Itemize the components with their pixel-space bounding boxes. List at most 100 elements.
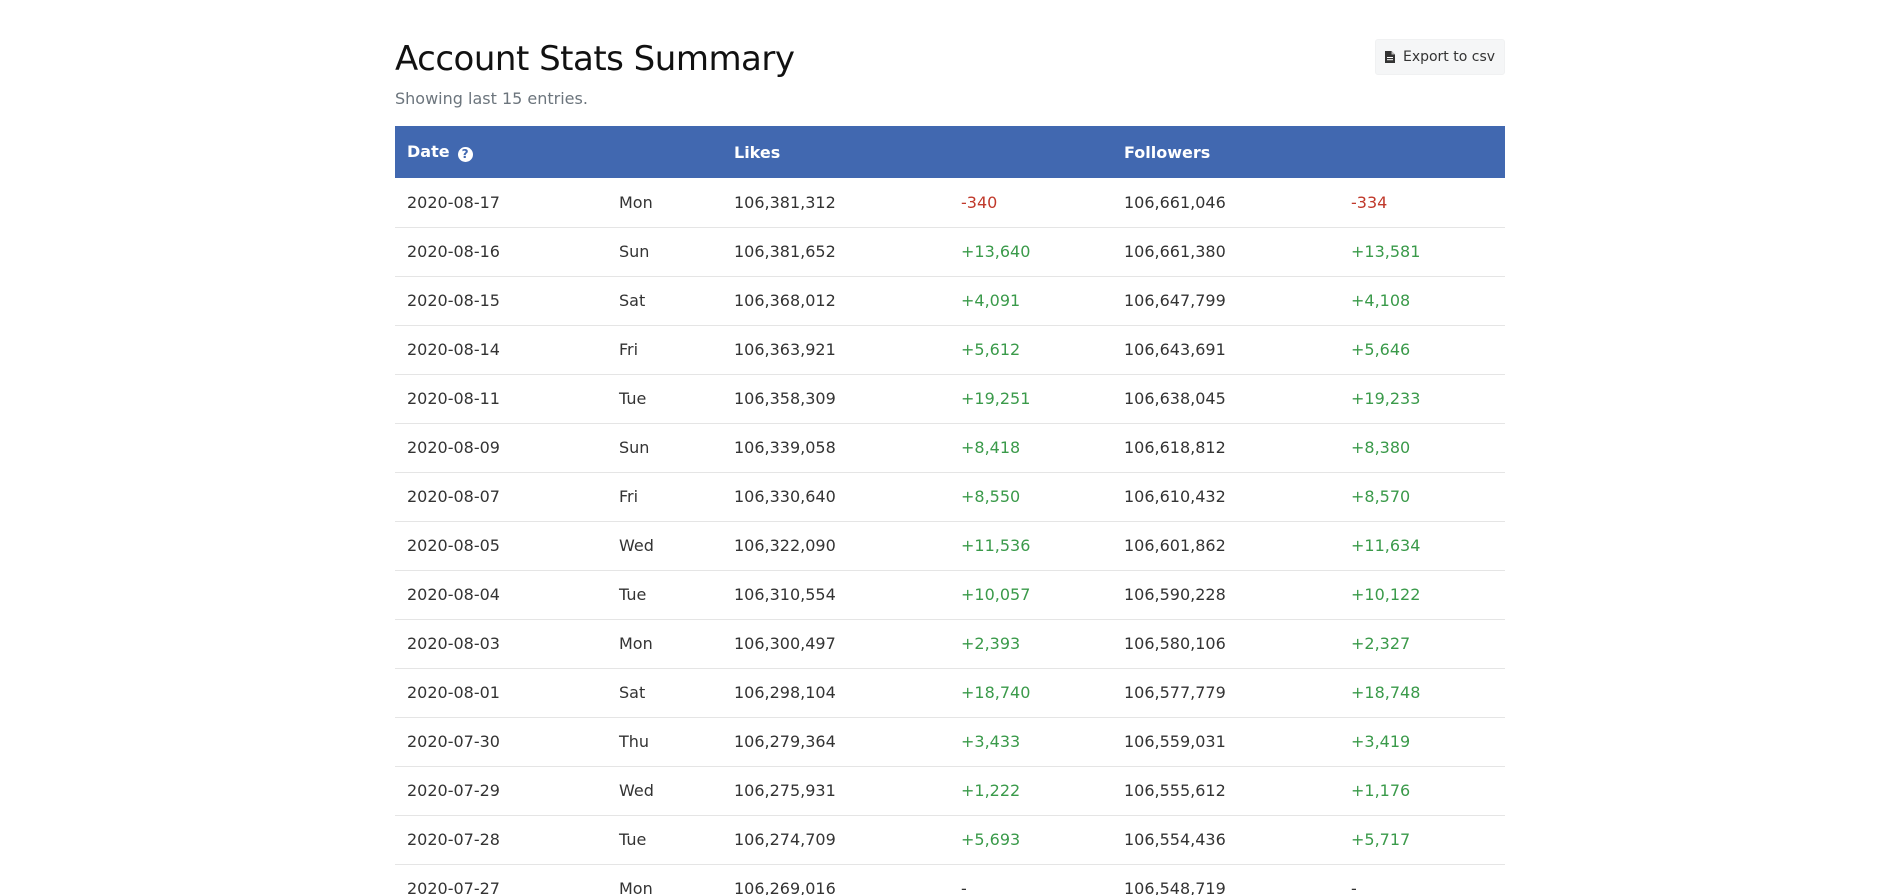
column-header-followers: Followers (1124, 142, 1211, 162)
table-row: 2020-08-05 Wed 106,322,090 +11,536 106,601,8… (395, 521, 1505, 570)
likes-cell: 106,330,640 (734, 487, 836, 506)
table-body: 2020-08-17 Mon 106,381,312 -340 106,661,046 -… (395, 178, 1505, 895)
followers-cell: 106,580,106 (1124, 634, 1226, 653)
table-row: 2020-08-01 Sat 106,298,104 +18,740 106,577,7… (395, 668, 1505, 717)
likes-cell: 106,381,652 (734, 242, 836, 261)
followers-change-cell: +18,748 (1351, 683, 1421, 702)
likes-cell: 106,300,497 (734, 634, 836, 653)
likes-change-cell: +2,393 (961, 634, 1021, 653)
table-row: 2020-08-09 Sun 106,339,058 +8,418 106,618,81… (395, 423, 1505, 472)
column-header-likes: Likes (734, 142, 781, 162)
likes-cell: 106,368,012 (734, 291, 836, 310)
likes-change-cell: +19,251 (961, 389, 1031, 408)
export-csv-button[interactable]: Export to csv (1375, 39, 1505, 75)
likes-cell: 106,298,104 (734, 683, 836, 702)
followers-cell: 106,638,045 (1124, 389, 1226, 408)
column-header-date: Date? (395, 126, 722, 178)
likes-change-cell: - (961, 879, 967, 895)
followers-change-cell: +19,233 (1351, 389, 1421, 408)
followers-change-cell: +8,570 (1351, 487, 1411, 506)
day-cell: Fri (619, 340, 639, 359)
likes-cell: 106,274,709 (734, 830, 836, 849)
followers-change-cell: +4,108 (1351, 291, 1411, 310)
followers-change-cell: +5,717 (1351, 830, 1411, 849)
likes-cell: 106,279,364 (734, 732, 836, 751)
followers-change-cell: +13,581 (1351, 242, 1421, 261)
followers-change-cell: -334 (1351, 192, 1388, 212)
date-cell: 2020-07-29 (407, 781, 500, 800)
day-cell: Sun (619, 242, 650, 261)
likes-change-cell: +3,433 (961, 732, 1021, 751)
followers-change-cell: +1,176 (1351, 781, 1411, 800)
followers-change-cell: - (1351, 879, 1357, 895)
table-row: 2020-08-16 Sun 106,381,652 +13,640 106,661,3… (395, 227, 1505, 276)
followers-cell: 106,554,436 (1124, 830, 1226, 849)
followers-cell: 106,548,719 (1124, 879, 1226, 895)
followers-change-cell: +11,634 (1351, 536, 1421, 555)
stats-table: Date? Likes Followers 2020-08-17 Mon 106,3… (395, 126, 1505, 895)
followers-cell: 106,661,380 (1124, 242, 1226, 261)
day-cell: Thu (619, 732, 650, 751)
day-cell: Sun (619, 438, 650, 457)
table-row: 2020-07-30 Thu 106,279,364 +3,433 106,559,03… (395, 717, 1505, 766)
question-circle-icon[interactable]: ? (457, 147, 473, 162)
page-title: Account Stats Summary (395, 39, 795, 79)
table-row: 2020-08-07 Fri 106,330,640 +8,550 106,610,43… (395, 472, 1505, 521)
likes-change-cell: +5,612 (961, 340, 1021, 359)
page-subtitle: Showing last 15 entries. (395, 89, 588, 108)
likes-change-cell: +5,693 (961, 830, 1021, 849)
table-header-row: Date? Likes Followers (395, 126, 1505, 178)
date-cell: 2020-08-04 (407, 585, 500, 604)
date-cell: 2020-08-09 (407, 438, 500, 457)
table-row: 2020-07-27 Mon 106,269,016 - 106,548,719 - (395, 864, 1505, 895)
likes-change-cell: +18,740 (961, 683, 1031, 702)
day-cell: Mon (619, 634, 653, 653)
column-header-date-label: Date (407, 142, 450, 161)
likes-change-cell: -340 (961, 192, 998, 212)
date-cell: 2020-08-15 (407, 291, 500, 310)
day-cell: Tue (619, 830, 647, 849)
table-row: 2020-08-17 Mon 106,381,312 -340 106,661,046 -… (395, 178, 1505, 227)
followers-cell: 106,618,812 (1124, 438, 1226, 457)
likes-cell: 106,358,309 (734, 389, 836, 408)
likes-change-cell: +8,418 (961, 438, 1021, 457)
date-cell: 2020-08-05 (407, 536, 500, 555)
likes-cell: 106,381,312 (734, 192, 836, 212)
followers-cell: 106,601,862 (1124, 536, 1226, 555)
date-cell: 2020-08-17 (407, 192, 500, 212)
likes-change-cell: +8,550 (961, 487, 1021, 506)
table-row: 2020-08-11 Tue 106,358,309 +19,251 106,638,0… (395, 374, 1505, 423)
table-row: 2020-08-15 Sat 106,368,012 +4,091 106,647,79… (395, 276, 1505, 325)
likes-change-cell: +1,222 (961, 781, 1021, 800)
likes-change-cell: +4,091 (961, 291, 1021, 310)
likes-change-cell: +13,640 (961, 242, 1031, 261)
likes-cell: 106,275,931 (734, 781, 836, 800)
date-cell: 2020-08-11 (407, 389, 500, 408)
followers-cell: 106,661,046 (1124, 192, 1226, 212)
followers-cell: 106,559,031 (1124, 732, 1226, 751)
date-cell: 2020-08-14 (407, 340, 500, 359)
day-cell: Wed (619, 536, 654, 555)
likes-change-cell: +10,057 (961, 585, 1031, 604)
date-cell: 2020-08-16 (407, 242, 500, 261)
date-cell: 2020-07-28 (407, 830, 500, 849)
followers-change-cell: +2,327 (1351, 634, 1411, 653)
followers-cell: 106,610,432 (1124, 487, 1226, 506)
followers-change-cell: +8,380 (1351, 438, 1411, 457)
likes-cell: 106,339,058 (734, 438, 836, 457)
followers-cell: 106,643,691 (1124, 340, 1226, 359)
day-cell: Sat (619, 683, 646, 702)
followers-cell: 106,555,612 (1124, 781, 1226, 800)
table-row: 2020-08-03 Mon 106,300,497 +2,393 106,580,10… (395, 619, 1505, 668)
likes-cell: 106,363,921 (734, 340, 836, 359)
followers-change-cell: +5,646 (1351, 340, 1411, 359)
date-cell: 2020-08-07 (407, 487, 500, 506)
followers-cell: 106,647,799 (1124, 291, 1226, 310)
date-cell: 2020-08-03 (407, 634, 500, 653)
followers-cell: 106,577,779 (1124, 683, 1226, 702)
export-csv-label: Export to csv (1402, 49, 1496, 65)
likes-change-cell: +11,536 (961, 536, 1031, 555)
likes-cell: 106,310,554 (734, 585, 836, 604)
date-cell: 2020-08-01 (407, 683, 500, 702)
file-icon (1384, 51, 1395, 63)
